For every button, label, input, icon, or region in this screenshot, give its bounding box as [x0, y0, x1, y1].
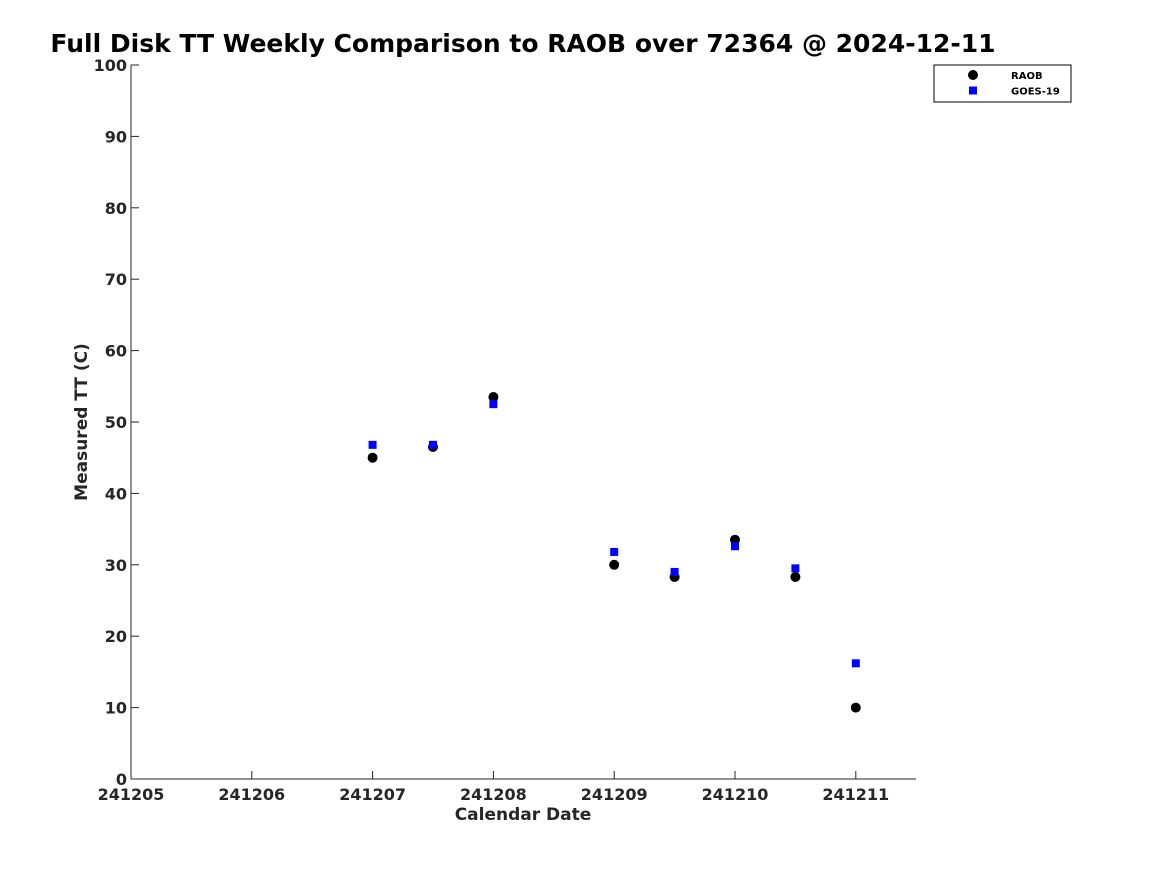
goes-19-point: [851, 659, 860, 668]
plot-area: [131, 65, 916, 779]
goes-19-point: [791, 564, 800, 573]
goes-19-point: [489, 400, 498, 409]
goes-19-point: [368, 440, 377, 449]
x-tick-label: 241211: [822, 785, 889, 804]
y-tick-label: 90: [105, 127, 127, 146]
goes-19-point: [731, 542, 739, 551]
chart-title: Full Disk TT Weekly Comparison to RAOB o…: [50, 29, 995, 58]
y-tick-label: 60: [105, 342, 127, 361]
y-tick-label: 50: [105, 413, 127, 432]
raob-point: [790, 571, 801, 582]
y-tick-label: 100: [94, 56, 127, 75]
legend-label: GOES-19: [1011, 87, 1060, 98]
legend-box: [933, 64, 1072, 103]
legend: RAOB GOES-19: [933, 64, 1072, 103]
x-tick-label: 241210: [702, 785, 769, 804]
raob-point: [609, 559, 620, 570]
goes-19-point: [670, 567, 679, 576]
y-tick-label: 80: [105, 199, 127, 218]
series-goes-19: [368, 400, 860, 668]
y-tick-label: 10: [105, 699, 127, 718]
y-axis-ticks: 0 10 20 30 40 50 60 70 80 90 100: [94, 56, 139, 789]
x-axis-ticks: 241205 241206 241207 241208 241209 241210 2412…: [98, 771, 889, 804]
legend-marker-goes-19: [969, 86, 977, 95]
goes-19-point: [429, 440, 437, 449]
y-tick-label: 20: [105, 627, 127, 646]
y-tick-label: 30: [105, 556, 127, 575]
legend-marker-raob: [968, 70, 978, 80]
y-tick-label: 0: [116, 770, 127, 789]
x-tick-label: 241205: [98, 785, 165, 804]
x-axis-label: Calendar Date: [455, 805, 592, 825]
data-points: [367, 392, 861, 713]
x-tick-label: 241209: [581, 785, 648, 804]
y-axis-label: Measured TT (C): [72, 343, 92, 501]
legend-label: RAOB: [1011, 71, 1043, 82]
raob-point: [850, 702, 861, 713]
raob-point: [488, 392, 499, 403]
x-tick-label: 241206: [218, 785, 285, 804]
y-tick-label: 70: [105, 270, 127, 289]
x-tick-label: 241207: [339, 785, 406, 804]
y-tick-label: 40: [105, 484, 127, 503]
x-tick-label: 241208: [460, 785, 527, 804]
goes-19-point: [610, 547, 619, 556]
raob-point: [367, 452, 378, 463]
